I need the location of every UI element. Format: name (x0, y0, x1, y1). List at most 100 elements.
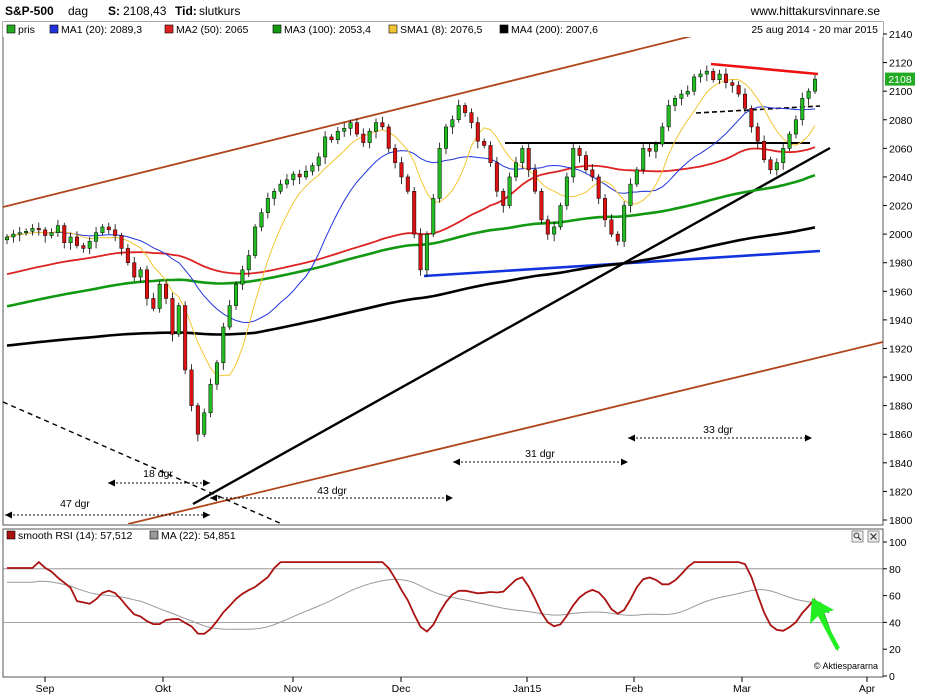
candle (469, 108, 474, 129)
candle (195, 402, 200, 442)
candle (431, 194, 436, 237)
candle (558, 202, 563, 230)
svg-text:2108: 2108 (888, 74, 912, 86)
candle (221, 322, 226, 370)
candle (666, 99, 671, 132)
downtrend-dashed-line (3, 401, 283, 524)
credit-label: © Aktiespararna (814, 661, 878, 671)
candle (151, 292, 156, 312)
candle (698, 69, 703, 83)
time-value: slutkurs (199, 4, 240, 18)
y-tick-label: 1900 (889, 372, 913, 384)
candle (513, 156, 518, 182)
candle (132, 256, 137, 282)
zoom-icon[interactable] (851, 530, 864, 543)
candle (253, 224, 258, 259)
span-label-a33: 33 dgr (703, 424, 733, 436)
candle (405, 174, 410, 195)
candle (284, 174, 289, 189)
candle (774, 158, 779, 176)
candle (393, 144, 398, 169)
candle (685, 85, 690, 97)
candle (456, 99, 461, 123)
channel-upper-line (3, 33, 701, 208)
last-price-caption: S: (108, 4, 120, 18)
candle (94, 226, 99, 249)
rsi-tick-label: 80 (889, 564, 901, 576)
candle (609, 214, 614, 237)
legend-item-ma2: MA2 (50): 2065 (164, 24, 249, 36)
y-tick-label: 2040 (889, 172, 913, 184)
x-tick-label: Dec (392, 683, 411, 695)
legend-item-pris: pris (6, 24, 35, 36)
candle (183, 301, 188, 375)
candle (730, 79, 735, 93)
candle (501, 188, 506, 213)
svg-text:MA2 (50): 2065: MA2 (50): 2065 (176, 24, 249, 36)
rsi-arrow-head (810, 598, 840, 650)
legend: pris MA1 (20): 2089,3 MA2 (50): 2065 MA3… (3, 22, 883, 37)
candle (125, 244, 130, 266)
candle (463, 102, 468, 117)
rsi-legend-label: smooth RSI (14): 57,512 (18, 530, 133, 542)
y-tick-label: 2060 (889, 143, 913, 155)
x-axis: Sep Okt Nov Dec Jan15 Feb Mar Apr (36, 677, 876, 695)
candle (615, 231, 620, 246)
candle (113, 224, 118, 242)
candle (641, 144, 646, 175)
y-tick-label: 2100 (889, 86, 913, 98)
candle (208, 378, 213, 418)
candle (323, 131, 328, 165)
rsi-plot-area (3, 560, 883, 652)
neckline-dashed-line (695, 105, 821, 114)
span-label-a31: 31 dgr (525, 448, 555, 460)
ma4-200-line (6, 226, 816, 347)
last-price-value: 2108,43 (123, 4, 167, 18)
website-label: www.hittakursvinnare.se (750, 4, 881, 18)
x-tick-label: Jan15 (513, 683, 542, 695)
candle (11, 229, 16, 243)
candle (342, 122, 347, 137)
candle (5, 234, 9, 245)
y-tick-label: 2000 (889, 229, 913, 241)
candle (590, 164, 595, 182)
sma1-8-line (6, 78, 816, 377)
close-icon[interactable] (867, 530, 880, 543)
candle (494, 156, 499, 197)
rsi-panel (2, 528, 884, 678)
rsi-ma-legend-label: MA (22): 54,851 (161, 530, 236, 542)
candle (189, 364, 194, 412)
candle (482, 138, 487, 149)
candle (628, 178, 633, 213)
y-tick-label: 1800 (889, 515, 913, 527)
candle (596, 174, 601, 205)
y-tick-label: 2120 (889, 58, 913, 70)
rsi-tick-label: 20 (889, 644, 901, 656)
candle (202, 408, 207, 438)
candle (704, 65, 709, 82)
svg-text:MA4 (200): 2007,6: MA4 (200): 2007,6 (511, 24, 598, 36)
svg-text:pris: pris (18, 24, 35, 36)
candle (450, 115, 455, 135)
svg-text:MA3 (100): 2053,4: MA3 (100): 2053,4 (284, 24, 371, 36)
candle (259, 208, 264, 232)
legend-item-ma3: MA3 (100): 2053,4 (272, 24, 371, 36)
symbol-label: S&P-500 (5, 4, 54, 18)
candle (30, 224, 35, 236)
candle (62, 222, 67, 249)
candle (634, 166, 639, 187)
candle (272, 188, 277, 206)
candle (380, 116, 385, 130)
rsi-tick-label: 0 (889, 671, 895, 683)
y-tick-label: 1880 (889, 401, 913, 413)
candle (749, 105, 754, 133)
candle (17, 226, 22, 242)
candle (437, 142, 442, 203)
candle (176, 302, 181, 338)
top-resistance-line (710, 62, 819, 76)
candle (304, 165, 309, 180)
candle (717, 69, 722, 85)
channel-lower-line (127, 341, 883, 524)
candle (711, 68, 716, 83)
y-tick-label: 1820 (889, 486, 913, 498)
